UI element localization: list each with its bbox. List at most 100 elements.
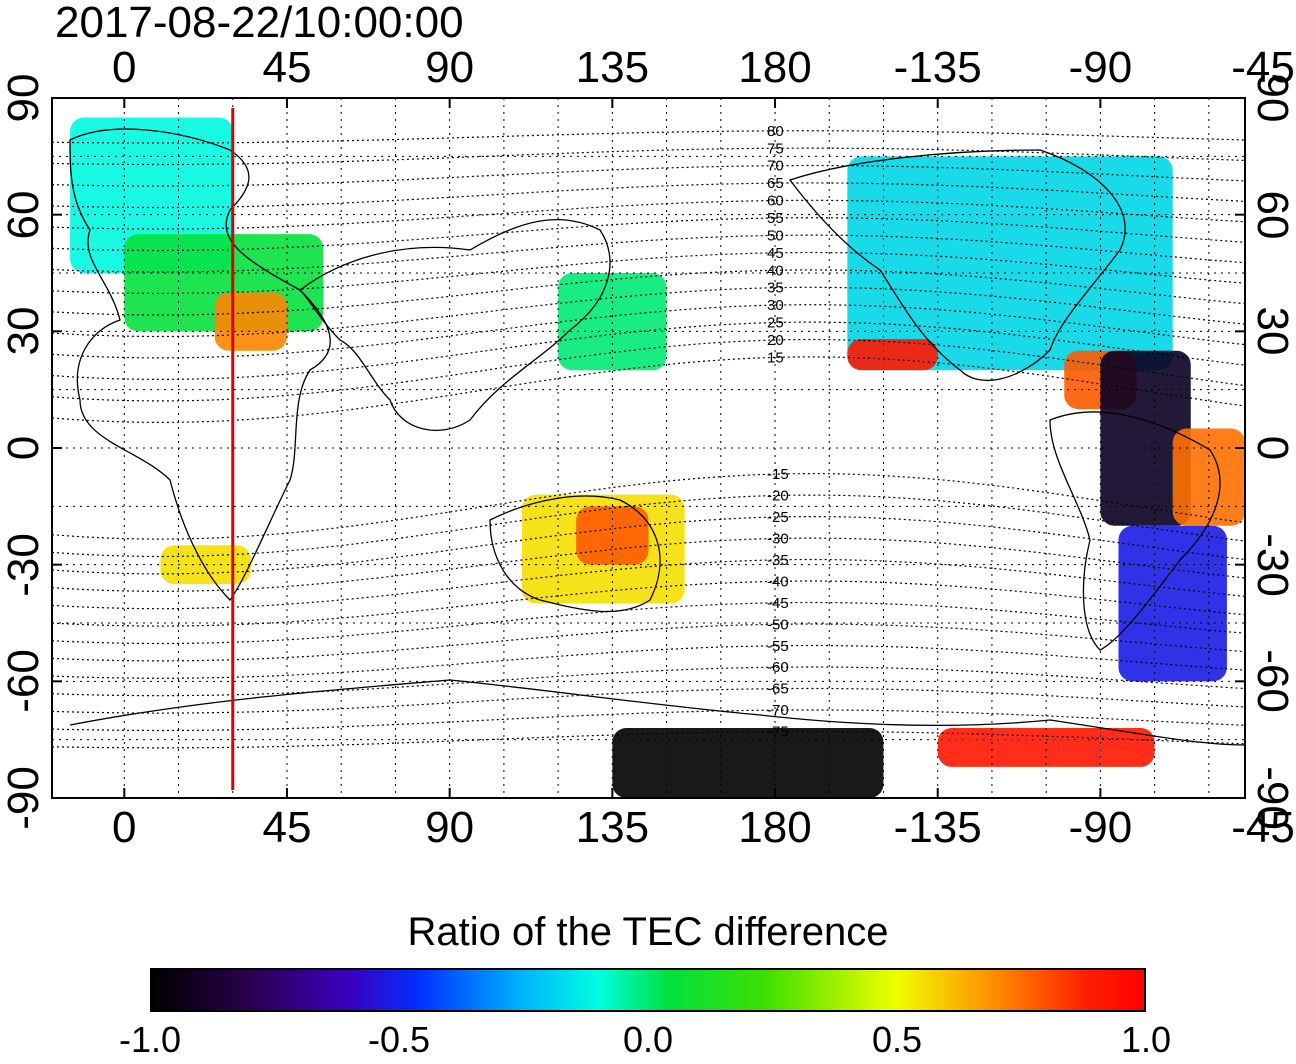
contour-45 [51,251,1246,295]
coastline-north-america [788,149,1126,382]
tec-region-2 [214,292,287,351]
contour-label--60: -60 [767,659,789,676]
contour-label--50: -50 [767,616,789,633]
contour-label-50: 50 [767,227,784,244]
contour-label-25: 25 [767,315,784,332]
contour-label-55: 55 [767,210,784,227]
x-tick-label-top: 135 [575,43,650,92]
tec-region-13 [937,728,1155,767]
x-tick-label-bottom: 45 [262,803,312,852]
y-tick-label-right: -60 [1248,649,1296,714]
contour-label-20: 20 [767,332,784,349]
contour-label--65: -65 [767,681,789,698]
colorbar-tick-label: -0.5 [367,1019,431,1060]
tec-region-12 [612,728,884,798]
colorbar-tick-label: -1.0 [118,1019,182,1060]
contour--45 [51,601,1246,645]
coastlines [69,128,1246,746]
y-tick-label-right: 0 [1248,435,1296,461]
contour-label-65: 65 [767,175,784,192]
colorbar-title: Ratio of the TEC difference [407,910,889,954]
x-tick-label-bottom: 0 [112,803,137,852]
map-title: 2017-08-22/10:00:00 [55,0,464,47]
contour-label--45: -45 [767,595,789,612]
x-tick-label-bottom: -90 [1068,803,1133,852]
y-tick-label-left: 90 [0,73,48,123]
tec-data-layer [70,117,1245,798]
x-tick-label-bottom: 180 [738,803,812,852]
coastline-australia [489,495,661,613]
contour--40 [51,580,1246,627]
tec-region-14 [847,339,938,371]
x-tick-label-bottom: -45 [1231,803,1295,852]
colorbar-tick-label: 0.0 [622,1019,674,1060]
colorbar-tick-label: 0.5 [871,1019,923,1060]
contour--60 [51,666,1246,697]
coastline-asia [299,219,611,432]
contour-55 [51,217,1246,252]
contour-label-70: 70 [767,158,784,175]
colorbar [150,968,1146,1012]
contour-label--40: -40 [767,573,789,590]
contour-60 [51,199,1246,230]
coastline-antarctica [69,679,1246,746]
tec-region-5 [576,506,649,565]
magnetic-latitude-contours [51,130,1246,749]
coastline-europe-africa [69,128,331,601]
contour-label--70: -70 [767,702,789,719]
contour--55 [51,644,1246,679]
contour-label-60: 60 [767,193,784,210]
contour-70 [51,164,1246,187]
y-tick-label-right: -90 [1248,766,1296,830]
contour-label-35: 35 [767,280,784,297]
tec-region-6 [558,273,667,371]
contour-75 [51,147,1246,166]
contour-label--30: -30 [767,530,789,547]
x-tick-label-top: -45 [1231,43,1295,92]
y-tick-label-left: 60 [0,190,48,240]
contour-label-80: 80 [767,123,784,140]
x-tick-label-top: 180 [738,43,812,92]
tec-region-7 [847,156,1173,371]
contour-label-40: 40 [767,262,784,279]
contour-label-75: 75 [767,140,784,157]
contour-label--55: -55 [767,638,789,655]
contour-label--25: -25 [767,509,789,526]
x-tick-label-top: 45 [262,43,312,92]
colorbar-tick-label: 1.0 [1120,1019,1172,1060]
x-tick-label-top: 90 [425,43,475,92]
x-tick-label-top: -90 [1068,43,1133,92]
contour--75 [51,730,1246,749]
contour-15 [51,356,1246,424]
contour-50 [51,234,1246,273]
x-tick-label-bottom: 135 [575,803,650,852]
x-tick-label-bottom: 90 [425,803,475,852]
contour-label--35: -35 [767,552,789,569]
coastline-south-america [1049,411,1221,651]
x-tick-label-bottom: -135 [893,803,982,852]
contour-label-30: 30 [767,297,784,314]
y-tick-label-right: 60 [1248,190,1296,240]
contour-label--20: -20 [767,488,789,505]
y-tick-label-right: -30 [1248,532,1296,597]
axis-tick-marks [52,97,1245,799]
x-tick-label-top: -135 [893,43,982,92]
y-tick-label-left: -30 [0,532,48,597]
y-tick-label-right: 90 [1248,73,1296,123]
y-tick-label-left: -90 [0,766,48,830]
tec-region-9 [1100,350,1191,526]
contour-40 [51,269,1246,316]
y-tick-label-left: 0 [0,435,48,461]
contour--50 [51,623,1246,662]
contour-label--75: -75 [767,724,789,741]
contour-80 [51,130,1246,144]
y-tick-label-left: -60 [0,649,48,714]
contour--15 [51,472,1246,540]
contour-label-15: 15 [767,349,784,366]
contour--70 [51,709,1246,732]
contour-label-45: 45 [767,245,784,262]
y-tick-label-left: 30 [0,306,48,356]
x-tick-label-top: 0 [112,43,137,92]
